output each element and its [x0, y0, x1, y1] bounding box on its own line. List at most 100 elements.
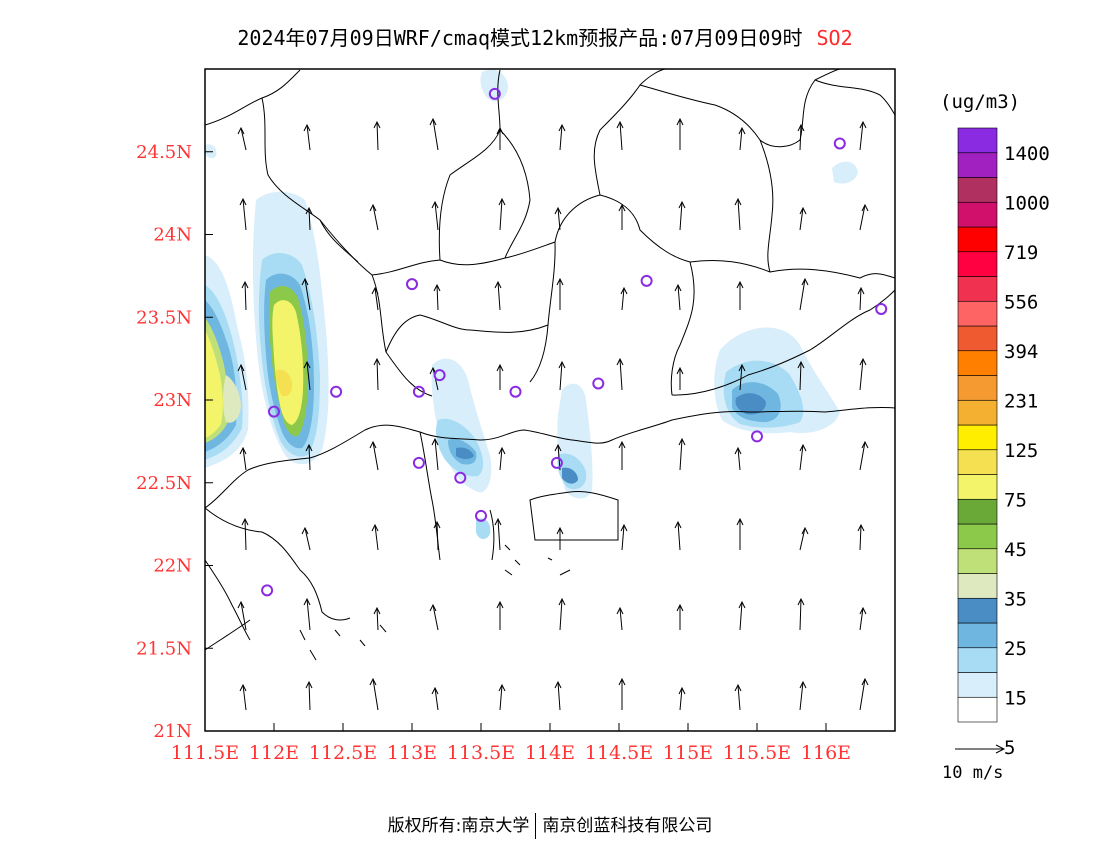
chart-title: 2024年07月09日WRF/cmaq模式12km预报产品:07月09日09时 S…	[0, 22, 1090, 51]
legend-color-box	[957, 201, 998, 228]
wind-arrow	[621, 524, 625, 551]
station-marker	[406, 278, 418, 291]
lon-label: 112E	[249, 742, 299, 764]
station-marker	[454, 471, 467, 484]
wind-arrowhead	[429, 117, 437, 126]
wind-arrowhead	[494, 517, 502, 526]
wind-arrowhead	[738, 363, 746, 372]
wind-arrowhead	[303, 123, 311, 132]
wind-arrow	[499, 447, 503, 471]
wind-arrow	[679, 438, 683, 471]
wind-arrowhead	[734, 683, 742, 692]
legend-label: 75	[1004, 489, 1027, 511]
wind-arrow	[737, 684, 741, 711]
wind-arrowhead	[857, 286, 865, 295]
wind-vectors	[237, 117, 869, 711]
legend-label: 1400	[1004, 143, 1050, 165]
station-marker	[475, 509, 487, 522]
wind-arrow	[799, 681, 804, 711]
latitude-axis: 24.5N 24N 23.5N 23N 22.5N 22N 21.5N 21N	[136, 142, 213, 742]
legend-label: 125	[1004, 440, 1038, 462]
wind-arrow	[799, 527, 806, 551]
wind-arrow	[432, 118, 439, 151]
wind-arrowhead	[676, 603, 684, 612]
wind-arrow	[737, 198, 741, 231]
legend-color-box	[957, 696, 998, 723]
lon-label: 116E	[801, 742, 851, 764]
wind-arrowhead	[429, 603, 437, 612]
wind-arrow	[499, 198, 503, 231]
legend-color-box	[957, 474, 998, 500]
color-legend: 1400 1000 719 556 394 231 125 75 45 35 25 15 5	[957, 127, 1050, 759]
wind-arrowhead	[237, 126, 245, 135]
lon-label: 112.5E	[309, 742, 377, 764]
legend-color-box	[957, 251, 998, 277]
lon-label: 115E	[663, 742, 713, 764]
legend-color-box	[957, 424, 998, 451]
wind-arrowhead	[620, 523, 628, 532]
wind-arrowhead	[859, 120, 867, 129]
wind-arrow	[799, 598, 802, 631]
wind-arrow	[677, 521, 681, 551]
lon-label: 111.5E	[171, 742, 239, 764]
station-marker	[833, 137, 846, 150]
station-marker	[550, 456, 563, 469]
wind-arrow	[559, 598, 563, 631]
legend-label: 394	[1004, 341, 1038, 363]
wind-arrow	[679, 687, 683, 711]
wind-arrow	[799, 278, 806, 311]
wind-arrowhead	[801, 526, 809, 535]
wind-arrow	[859, 358, 864, 391]
wind-arrow	[859, 678, 866, 711]
wind-arrow	[799, 207, 804, 231]
wind-arrowhead	[734, 446, 742, 455]
wind-arrowhead	[797, 360, 805, 369]
wind-arrowhead	[674, 283, 682, 292]
wind-arrow	[859, 204, 866, 231]
wind-arrow	[436, 284, 439, 311]
wind-arrow	[557, 207, 561, 231]
legend-color-box	[957, 226, 998, 253]
wind-arrow	[859, 441, 866, 471]
title-text: 2024年07月09日WRF/cmaq模式12km预报产品:07月09日09时	[237, 26, 803, 50]
wind-arrowhead	[558, 123, 566, 132]
wind-arrowhead	[371, 286, 379, 295]
lat-label: 22N	[153, 556, 192, 577]
wind-arrow	[372, 441, 379, 471]
wind-arrow	[559, 124, 563, 151]
wind-arrowhead	[305, 206, 313, 215]
wind-arrowhead	[496, 126, 504, 135]
station-marker	[268, 405, 280, 418]
station-marker	[433, 369, 446, 382]
wind-arrowhead	[554, 680, 562, 689]
wind-arrowhead	[431, 200, 439, 209]
wind-arrowhead	[678, 686, 686, 695]
wind-arrowhead	[554, 443, 562, 452]
wind-arrowhead	[305, 443, 313, 452]
wind-arrowhead	[433, 283, 441, 292]
legend-color-box	[957, 449, 998, 475]
wind-arrowhead	[305, 680, 313, 689]
wind-arrow	[242, 684, 247, 711]
wind-arrow	[499, 684, 503, 711]
legend-color-box	[957, 672, 998, 698]
legend-color-box	[957, 498, 998, 525]
wind-arrowhead	[303, 360, 311, 369]
legend-unit: (ug/m3)	[940, 91, 1020, 113]
wind-arrowhead	[433, 520, 441, 529]
wind-arrowhead	[369, 677, 377, 686]
wind-arrow	[497, 281, 501, 311]
legend-color-box	[957, 375, 998, 401]
wind-arrow	[557, 681, 561, 711]
station-marker	[640, 274, 653, 287]
legend-label: 719	[1004, 242, 1038, 264]
wind-arrowhead	[496, 363, 504, 372]
station-marker	[488, 87, 501, 100]
legend-color-box	[957, 300, 998, 327]
wind-arrow	[679, 201, 683, 231]
wind-arrow	[621, 287, 625, 311]
legend-color-box	[957, 523, 998, 550]
wind-arrow	[306, 598, 311, 631]
legend-label: 1000	[1004, 192, 1050, 214]
